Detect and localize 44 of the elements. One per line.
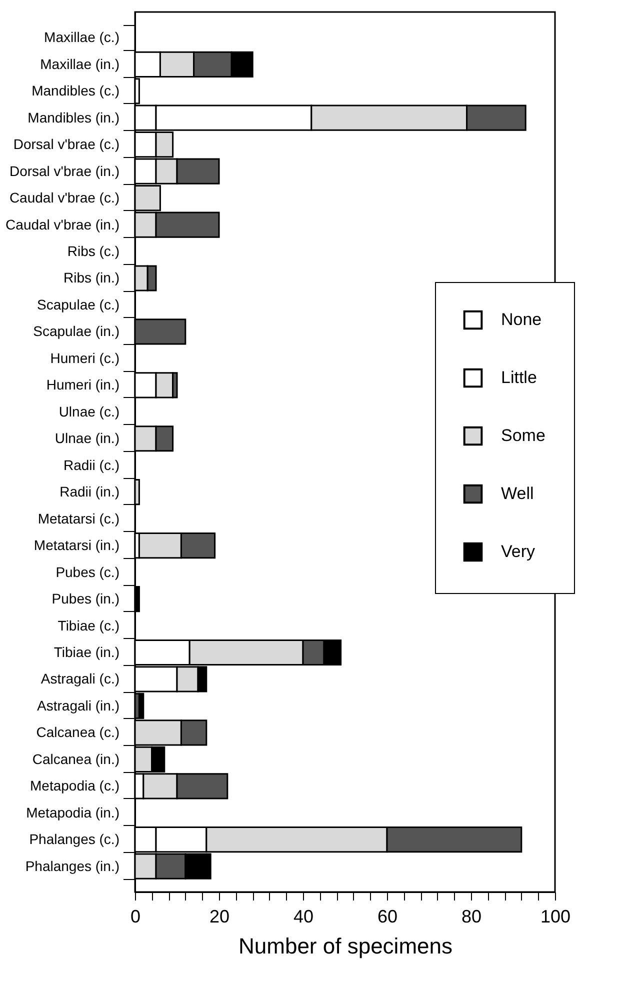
- x-tick-label: 20: [209, 906, 230, 926]
- y-tick-label: Radii (in.): [60, 484, 120, 500]
- y-tick-label: Metapodia (in.): [26, 804, 120, 820]
- y-tick-label: Phalanges (in.): [25, 858, 120, 874]
- legend-label: Well: [501, 484, 534, 503]
- x-tick-label: 60: [377, 906, 398, 926]
- y-tick-label: Astragali (in.): [37, 697, 120, 714]
- y-tick-label: Calcanea (in.): [32, 750, 120, 767]
- legend-label: None: [501, 310, 542, 329]
- y-tick-label: Metatarsi (in.): [34, 537, 120, 554]
- y-tick-label: Humeri (c.): [50, 350, 120, 366]
- y-tick-label: Caudal v'brae (c.): [9, 190, 120, 206]
- x-tick-label: 0: [130, 906, 141, 926]
- y-tick-label: Ribs (c.): [67, 243, 120, 260]
- legend-label: Very: [501, 542, 536, 561]
- y-tick-label: Ulnae (c.): [58, 403, 120, 420]
- y-tick-label: Ribs (in.): [63, 270, 120, 286]
- y-tick-label: Dorsal v'brae (c.): [13, 136, 120, 152]
- y-tick-label: Astragali (c.): [40, 670, 120, 687]
- legend-label: Some: [501, 426, 546, 445]
- y-tick-label: Calcanea (c.): [36, 724, 120, 740]
- y-tick-label: Scapulae (c.): [37, 296, 120, 312]
- y-tick-label: Radii (c.): [63, 456, 120, 473]
- y-tick-label: Mandibles (c.): [32, 82, 120, 99]
- y-tick-label: Scapulae (in.): [33, 323, 120, 340]
- y-tick-label: Metatarsi (c.): [38, 510, 120, 526]
- y-tick-label: Humeri (in.): [46, 376, 120, 393]
- y-tick-label: Phalanges (c.): [29, 831, 120, 848]
- x-tick-label: 100: [540, 906, 571, 926]
- y-tick-label: Metapodia (c.): [30, 778, 120, 794]
- y-tick-label: Mandibles (in.): [28, 109, 120, 126]
- x-tick-label: 80: [461, 906, 482, 926]
- y-tick-label: Maxillae (in.): [40, 56, 120, 72]
- y-tick-label: Pubes (c.): [56, 564, 120, 580]
- y-tick-label: Pubes (in.): [52, 590, 120, 607]
- y-tick-label: Dorsal v'brae (in.): [9, 162, 120, 179]
- x-axis-title: Number of specimens: [238, 934, 452, 958]
- legend-label: Little: [501, 368, 537, 387]
- x-tick-label: 40: [293, 906, 314, 926]
- y-tick-label: Tibiae (in.): [54, 644, 120, 660]
- y-tick-label: Caudal v'brae (in.): [6, 216, 120, 232]
- y-tick-label: Maxillae (c.): [44, 29, 120, 46]
- y-tick-label: Tibiae (c.): [58, 617, 120, 634]
- y-tick-label: Ulnae (in.): [54, 430, 120, 446]
